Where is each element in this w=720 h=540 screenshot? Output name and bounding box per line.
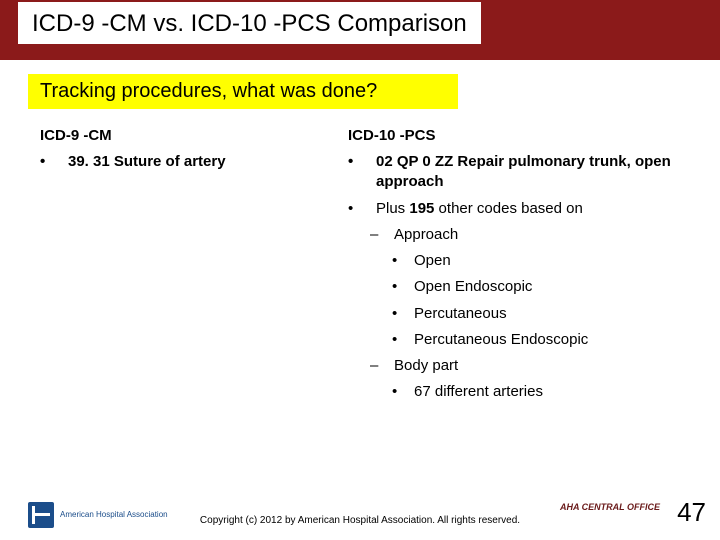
list-item: Body part — [348, 356, 692, 376]
subtitle: Tracking procedures, what was done? — [28, 74, 458, 109]
aha-logo: American Hospital Association — [28, 502, 168, 528]
list-item: Percutaneous Endoscopic — [348, 330, 692, 350]
list-item: 39. 31 Suture of artery — [40, 152, 340, 172]
list-item: Plus 195 other codes based on — [348, 199, 692, 219]
aha-logo-text: American Hospital Association — [60, 511, 168, 520]
left-column-header: ICD-9 -CM — [40, 127, 340, 144]
comparison-columns: ICD-9 -CM 39. 31 Suture of artery ICD-10… — [40, 127, 692, 409]
right-list: 02 QP 0 ZZ Repair pulmonary trunk, open … — [348, 152, 692, 403]
list-item: 02 QP 0 ZZ Repair pulmonary trunk, open … — [348, 152, 692, 193]
page-number: 47 — [677, 497, 706, 528]
list-item: Percutaneous — [348, 304, 692, 324]
right-column-header: ICD-10 -PCS — [348, 127, 692, 144]
list-item: 67 different arteries — [348, 382, 692, 402]
left-list: 39. 31 Suture of artery — [40, 152, 340, 172]
slide-title: ICD-9 -CM vs. ICD-10 -PCS Comparison — [18, 2, 481, 44]
left-column: ICD-9 -CM 39. 31 Suture of artery — [40, 127, 340, 409]
aha-logo-icon — [28, 502, 54, 528]
list-item: Open Endoscopic — [348, 277, 692, 297]
list-item: Open — [348, 251, 692, 271]
right-column: ICD-10 -PCS 02 QP 0 ZZ Repair pulmonary … — [348, 127, 692, 409]
title-band: ICD-9 -CM vs. ICD-10 -PCS Comparison — [0, 0, 720, 60]
footer: American Hospital Association 47 — [0, 497, 720, 528]
list-item: Approach — [348, 225, 692, 245]
